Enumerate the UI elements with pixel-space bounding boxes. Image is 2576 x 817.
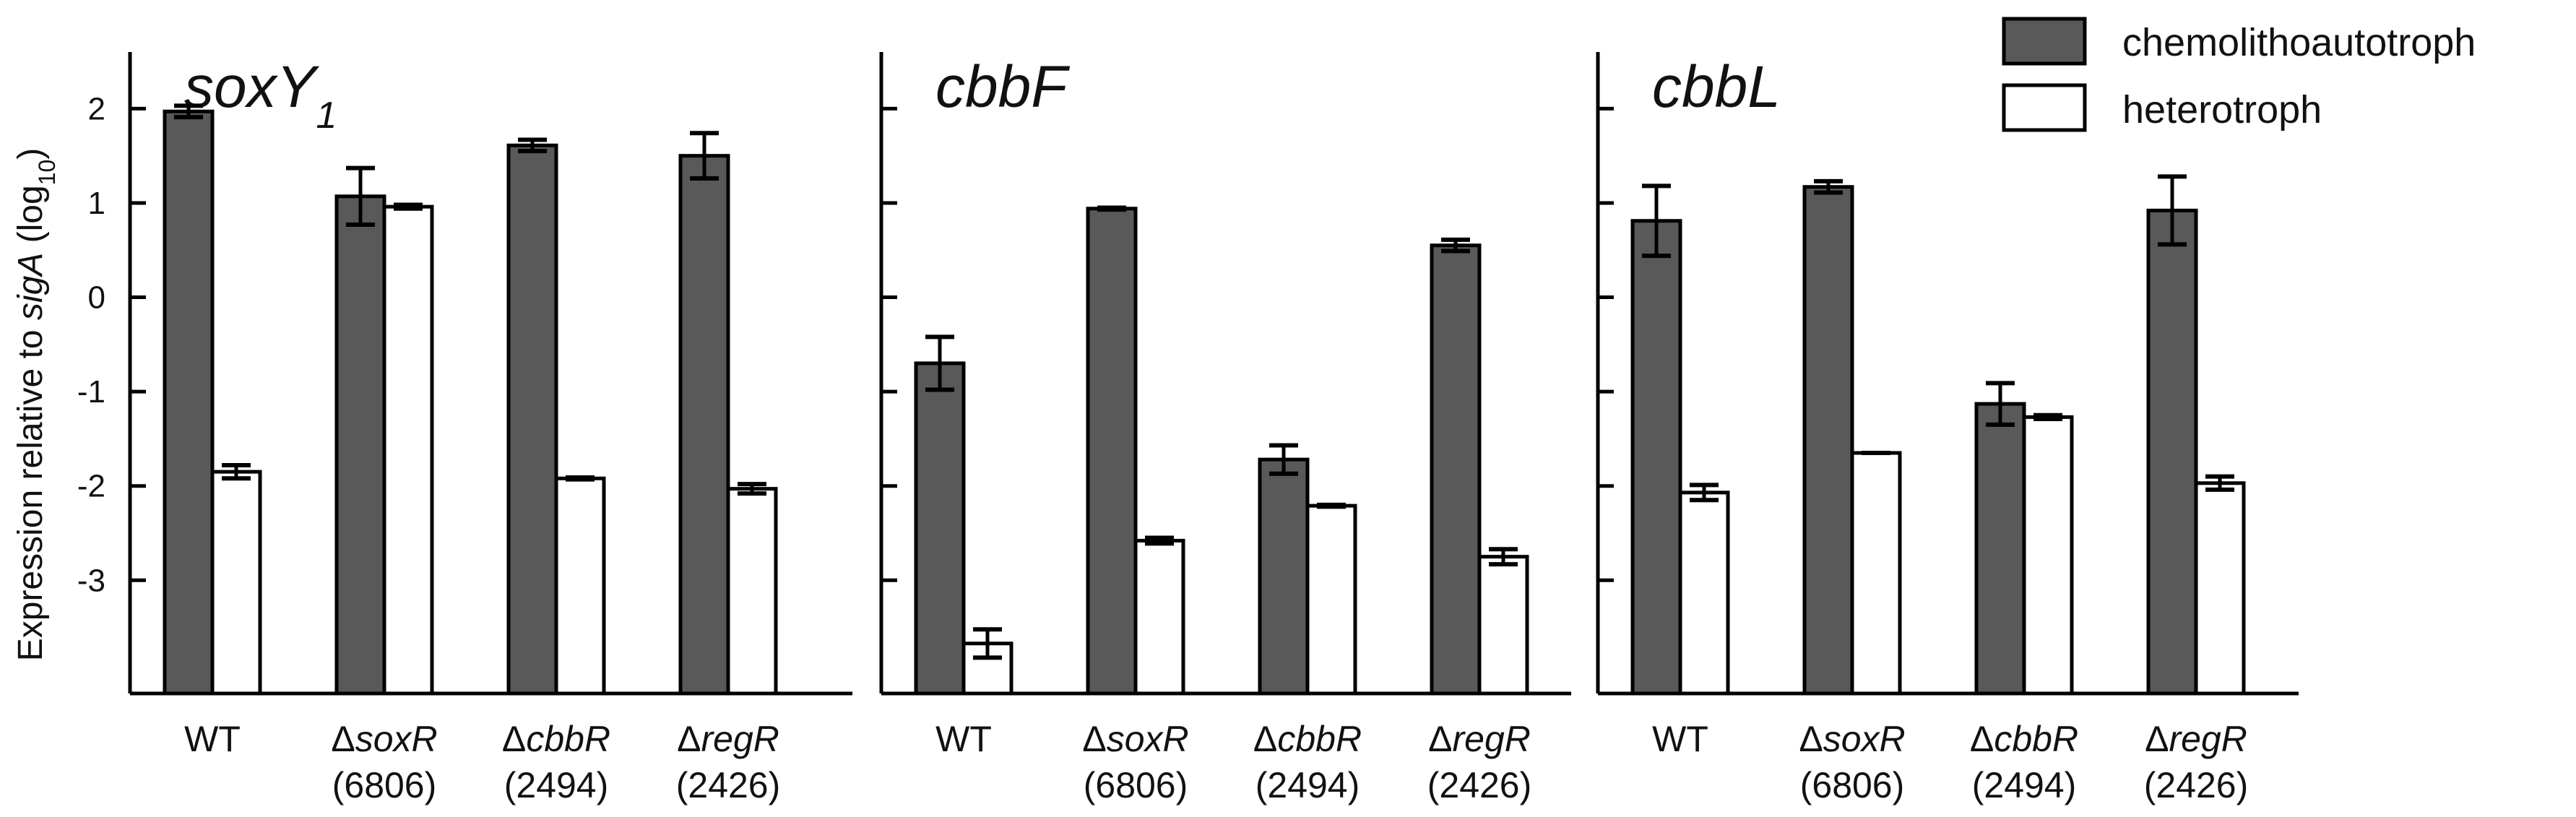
y-tick-label: 2 [88,91,105,126]
bar-heterotroph [554,476,606,696]
bar-heterotroph [2022,415,2074,696]
panel-title: cbbF [935,54,1070,120]
y-axis-label: Expression relative to sigA (log10) [12,148,60,662]
bar-heterotroph [210,470,262,696]
x-tick-label: ΔregR [1428,719,1531,759]
bar-chemolithoautotroph [1802,185,1854,696]
bar-chemolithoautotroph [1974,402,2026,696]
x-tick-label-strain: (2494) [504,765,609,805]
x-tick-label: ΔcbbR [502,719,610,759]
x-tick-label-strain: (6806) [1084,765,1188,805]
bar-heterotroph [2194,481,2246,696]
y-tick-label: 1 [88,186,105,221]
x-tick-label-strain: (2494) [1255,765,1360,805]
y-tick-label: 0 [88,280,105,316]
x-tick-label-strain: (6806) [332,765,437,805]
bar-chemolithoautotroph [1086,207,1138,696]
x-tick-label: ΔsoxR [1082,719,1188,759]
bar-chemolithoautotroph [914,361,966,696]
bar-chemolithoautotroph [1430,243,1482,696]
x-tick-label-strain: (2426) [676,765,781,805]
bar-chemolithoautotroph [678,154,730,696]
bar-heterotroph [961,641,1013,696]
x-tick-label: ΔregR [677,719,779,759]
bar-heterotroph [1678,490,1730,696]
x-tick-label: WT [935,719,992,759]
x-tick-label: ΔregR [2145,719,2247,759]
x-tick-label: ΔcbbR [1970,719,2078,759]
bar-chemolithoautotroph [2146,208,2198,696]
bar-heterotroph [1133,538,1185,696]
x-tick-label-strain: (2494) [1972,765,2077,805]
x-tick-label: WT [1652,719,1708,759]
panel-cbbL: cbbL WT ΔsoxR (6806) ΔcbbR (2494) ΔregR (2426) [1596,52,2299,805]
legend-label-heterotroph: heterotroph [2122,88,2322,131]
bar-heterotroph [382,204,434,696]
legend-swatch-heterotroph [2002,83,2087,132]
panel-title: soxY1 [184,54,337,137]
panel-soxY: 2 1 0 -1 -2 -3 soxY1 WT ΔsoxR (6806) ΔcbbR (2494) Δr… [77,52,852,805]
bar-chemolithoautotroph [1258,457,1310,696]
legend-label-chemolithoautotroph: chemolithoautotroph [2122,21,2476,64]
chart-panels: 2 1 0 -1 -2 -3 soxY1 WT ΔsoxR (6806) ΔcbbR (2494) Δr… [77,52,2299,805]
x-tick-label: WT [184,719,241,759]
bar-chemolithoautotroph [506,143,558,696]
x-tick-label: ΔsoxR [331,719,437,759]
bar-chemolithoautotroph [334,194,386,696]
x-tick-label: ΔcbbR [1253,719,1362,759]
panel-title: cbbL [1652,54,1781,120]
legend: chemolithoautotroph heterotroph [2002,17,2476,132]
bar-chemolithoautotroph [1630,219,1682,696]
legend-swatch-chemolithoautotroph [2002,17,2087,66]
y-tick-label: -2 [77,469,105,504]
x-tick-label-strain: (2426) [2144,765,2249,805]
bar-heterotroph [1850,451,1902,696]
panel-cbbF: cbbF WT ΔsoxR (6806) ΔcbbR (2494) ΔregR (2426) [879,52,1571,805]
bar-heterotroph [726,487,778,696]
y-tick-label: -3 [77,563,105,598]
bar-chemolithoautotroph [163,109,215,696]
x-tick-label-strain: (6806) [1800,765,1905,805]
y-tick-label: -1 [77,374,105,410]
bar-heterotroph [1477,555,1529,696]
x-tick-label-strain: (2426) [1427,765,1532,805]
x-tick-label: ΔsoxR [1799,719,1905,759]
bar-heterotroph [1305,503,1357,696]
